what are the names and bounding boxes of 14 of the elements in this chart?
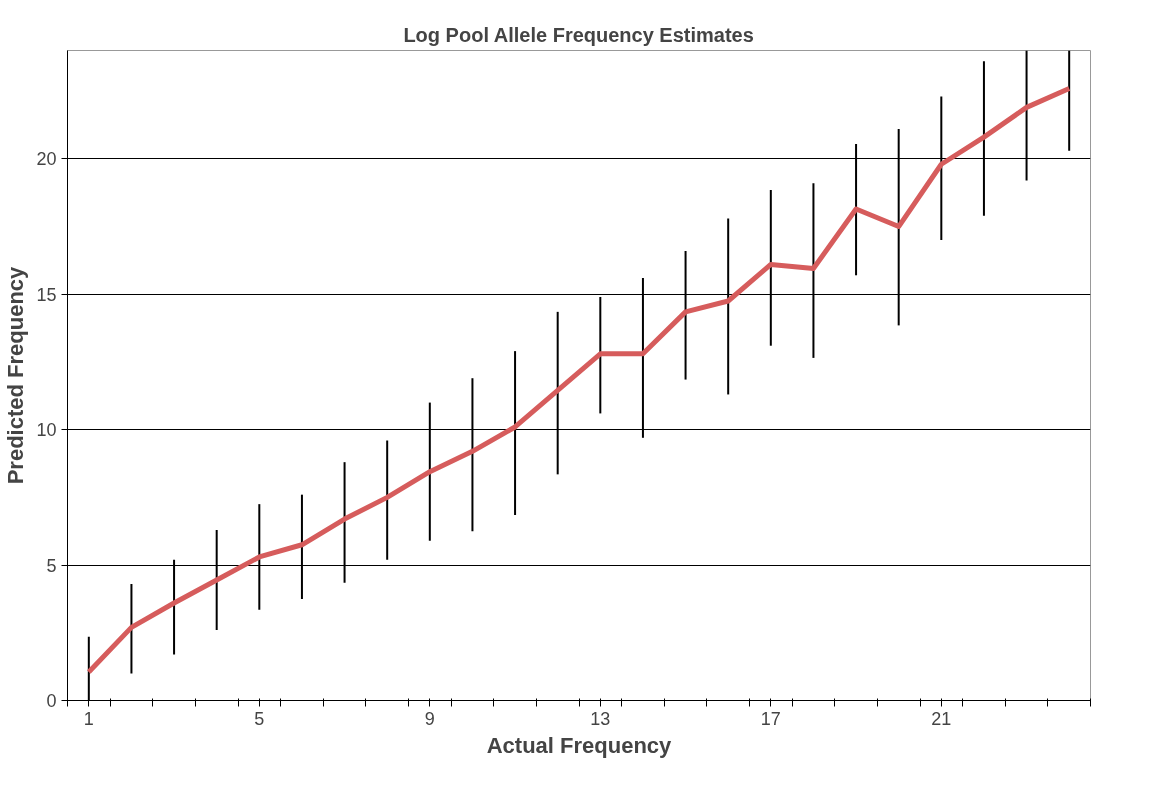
x-tick-label: 1 — [83, 708, 94, 729]
y-tick-label: 5 — [46, 555, 57, 576]
x-tick-label: 9 — [424, 708, 435, 729]
y-axis-title: Predicted Frequency — [3, 265, 29, 485]
y-tick-label: 20 — [36, 149, 57, 170]
y-tick-label: 15 — [36, 284, 57, 305]
y-tick-label: 10 — [36, 420, 57, 441]
x-tick-label: 13 — [590, 708, 611, 729]
x-tick-label: 21 — [931, 708, 952, 729]
x-axis-title: Actual Frequency — [486, 732, 673, 758]
chart-title: Log Pool Allele Frequency Estimates — [403, 23, 754, 46]
x-tick-label: 5 — [254, 708, 265, 729]
x-tick-label: 17 — [760, 708, 781, 729]
y-tick-label: 0 — [46, 691, 57, 711]
